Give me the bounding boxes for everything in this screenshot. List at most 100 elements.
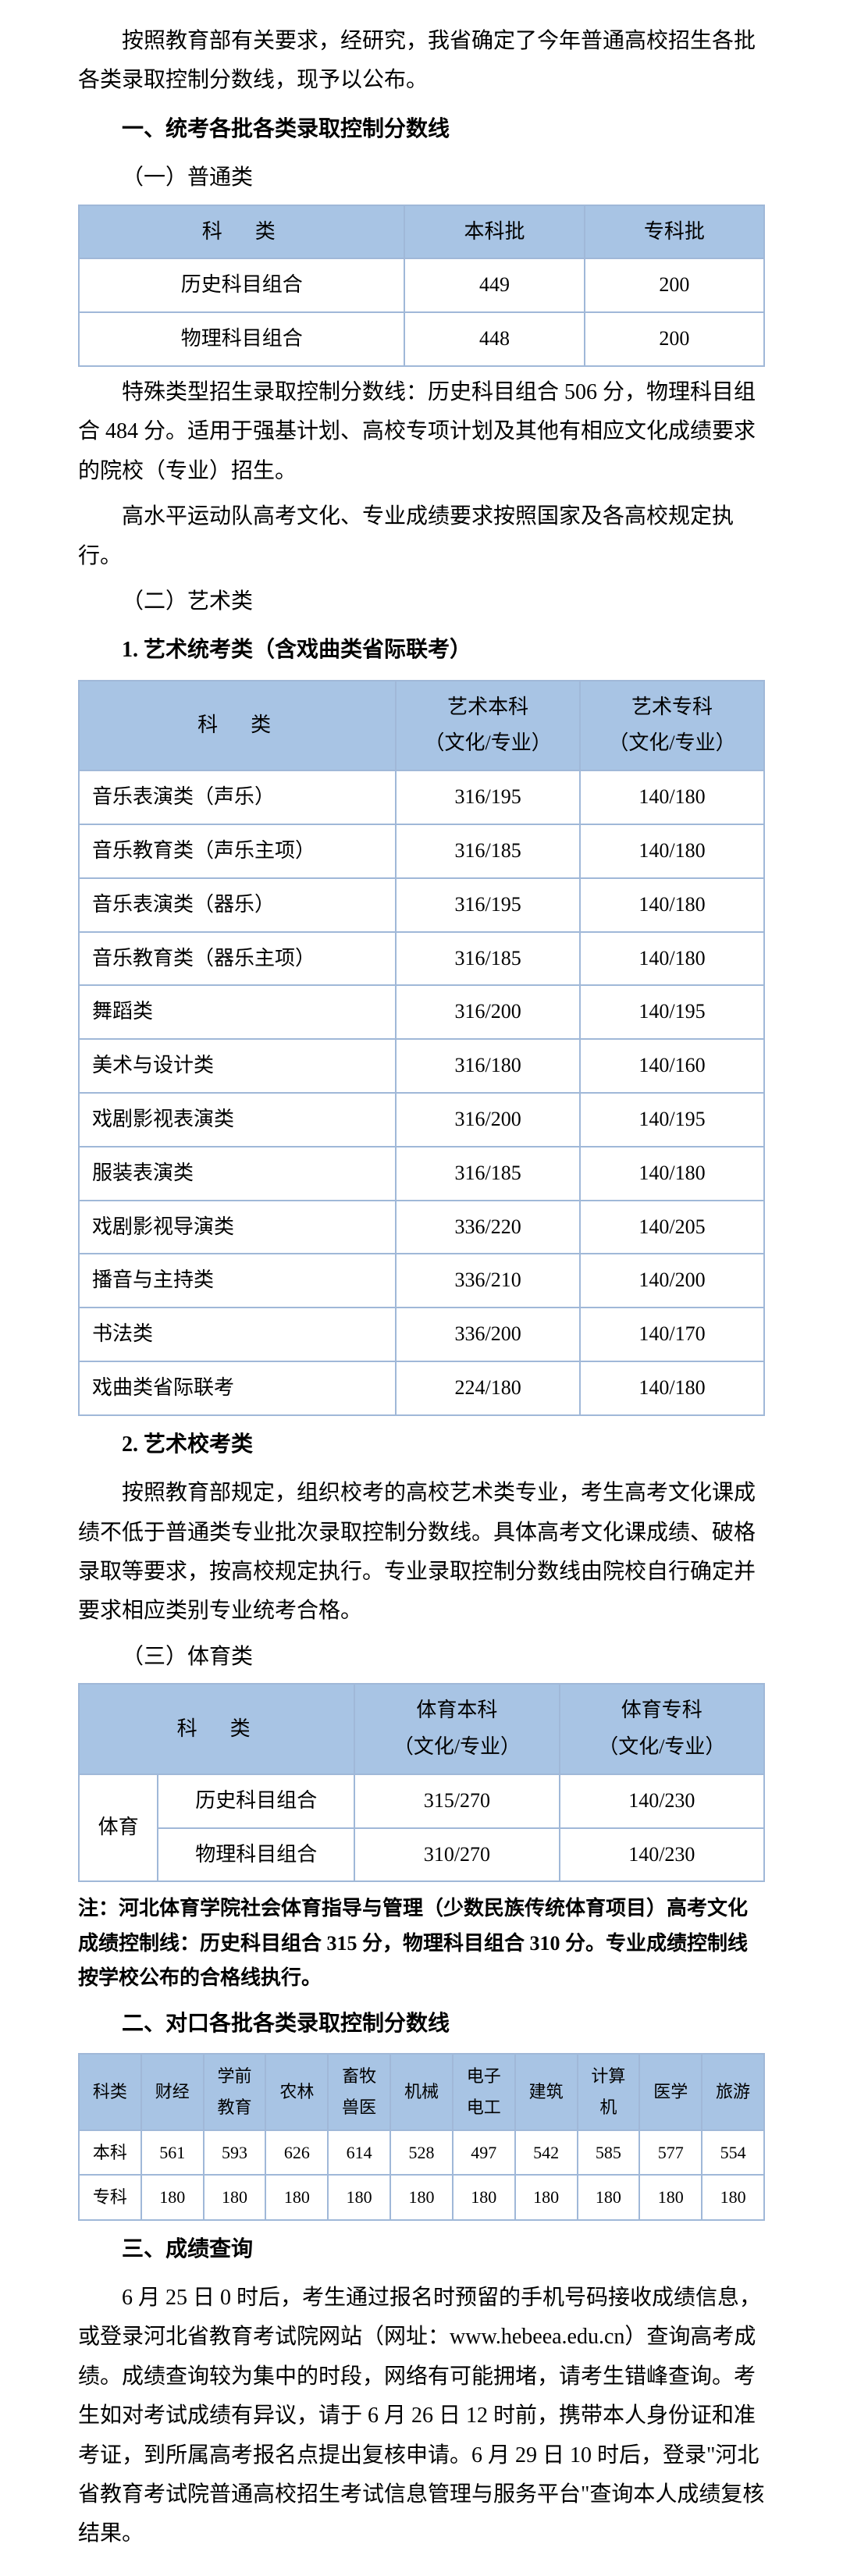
table-art: 科 类艺术本科（文化/专业）艺术专科（文化/专业）音乐表演类（声乐）316/19… <box>78 680 765 1416</box>
cell: 戏剧影视导演类 <box>79 1201 396 1254</box>
t4h: 农林 <box>265 2054 328 2129</box>
cell: 体育 <box>79 1774 158 1882</box>
table-general: 科 类本科批专科批 历史科目组合449200 物理科目组合448200 <box>78 205 765 367</box>
p1-1: 特殊类型招生录取控制分数线：历史科目组合 506 分，物理科目组合 484 分。… <box>78 373 765 491</box>
cell: 戏曲类省际联考 <box>79 1361 396 1415</box>
cell: 书法类 <box>79 1308 396 1361</box>
intro-text: 按照教育部有关要求，经研究，我省确定了今年普通高校招生各批各类录取控制分数线，现… <box>78 22 765 101</box>
t1h2: 专科批 <box>585 205 764 259</box>
section-1-2-1: 1. 艺术统考类（含戏曲类省际联考） <box>78 631 765 670</box>
cell: 497 <box>453 2130 515 2176</box>
t4h: 机械 <box>390 2054 453 2129</box>
t4h: 财经 <box>141 2054 204 2129</box>
cell: 180 <box>639 2175 702 2220</box>
cell: 140/180 <box>580 932 764 986</box>
t3h2: 体育专科（文化/专业） <box>560 1684 764 1774</box>
section-1-1: （一）普通类 <box>78 158 765 197</box>
cell: 200 <box>585 258 764 312</box>
p1-2: 高水平运动队高考文化、专业成绩要求按照国家及各高校规定执行。 <box>78 497 765 576</box>
t3h0: 科 类 <box>79 1684 354 1774</box>
t2h1: 艺术本科（文化/专业） <box>396 681 580 771</box>
cell: 服装表演类 <box>79 1147 396 1201</box>
t4h: 计算机 <box>578 2054 640 2129</box>
cell: 316/180 <box>396 1039 580 1093</box>
cell: 180 <box>702 2175 764 2220</box>
t1h1: 本科批 <box>404 205 584 259</box>
cell: 180 <box>141 2175 204 2220</box>
t4h: 畜牧兽医 <box>328 2054 390 2129</box>
cell: 音乐表演类（器乐） <box>79 878 396 932</box>
section-3-heading: 三、成绩查询 <box>78 2230 765 2269</box>
cell: 140/195 <box>580 985 764 1039</box>
section-1-heading: 一、统考各批各类录取控制分数线 <box>78 110 765 149</box>
cell: 316/200 <box>396 985 580 1039</box>
cell: 物理科目组合 <box>158 1828 354 1882</box>
cell: 614 <box>328 2130 390 2176</box>
cell: 140/180 <box>580 878 764 932</box>
cell: 音乐表演类（声乐） <box>79 770 396 824</box>
cell: 336/200 <box>396 1308 580 1361</box>
cell: 140/200 <box>580 1254 764 1308</box>
cell: 140/230 <box>560 1828 764 1882</box>
cell: 577 <box>639 2130 702 2176</box>
cell: 200 <box>585 312 764 366</box>
cell: 历史科目组合 <box>79 258 404 312</box>
t4h: 医学 <box>639 2054 702 2129</box>
cell: 316/185 <box>396 824 580 878</box>
cell: 戏剧影视表演类 <box>79 1093 396 1147</box>
cell: 626 <box>265 2130 328 2176</box>
cell: 449 <box>404 258 584 312</box>
cell: 316/195 <box>396 770 580 824</box>
p3: 6 月 25 日 0 时后，考生通过报名时预留的手机号码接收成绩信息，或登录河北… <box>78 2279 765 2554</box>
cell: 180 <box>578 2175 640 2220</box>
cell: 140/205 <box>580 1201 764 1254</box>
cell: 336/210 <box>396 1254 580 1308</box>
cell: 140/195 <box>580 1093 764 1147</box>
cell: 140/160 <box>580 1039 764 1093</box>
sports-note: 注：河北体育学院社会体育指导与管理（少数民族传统体育项目）高考文化成绩控制线：历… <box>78 1891 765 1995</box>
table-sports: 科 类体育本科（文化/专业）体育专科（文化/专业） 体育历史科目组合315/27… <box>78 1683 765 1882</box>
cell: 播音与主持类 <box>79 1254 396 1308</box>
t3h1: 体育本科（文化/专业） <box>354 1684 559 1774</box>
cell: 物理科目组合 <box>79 312 404 366</box>
cell: 310/270 <box>354 1828 559 1882</box>
cell: 180 <box>515 2175 578 2220</box>
t4h: 科类 <box>79 2054 141 2129</box>
cell: 历史科目组合 <box>158 1774 354 1828</box>
t4h: 学前教育 <box>204 2054 266 2129</box>
cell: 180 <box>453 2175 515 2220</box>
cell: 593 <box>204 2130 266 2176</box>
section-2-heading: 二、对口各批各类录取控制分数线 <box>78 2005 765 2044</box>
cell: 本科 <box>79 2130 141 2176</box>
cell: 336/220 <box>396 1201 580 1254</box>
cell: 140/180 <box>580 770 764 824</box>
cell: 554 <box>702 2130 764 2176</box>
cell: 561 <box>141 2130 204 2176</box>
cell: 180 <box>265 2175 328 2220</box>
cell: 舞蹈类 <box>79 985 396 1039</box>
section-1-2-2: 2. 艺术校考类 <box>78 1425 765 1464</box>
cell: 585 <box>578 2130 640 2176</box>
cell: 140/180 <box>580 1361 764 1415</box>
cell: 专科 <box>79 2175 141 2220</box>
cell: 315/270 <box>354 1774 559 1828</box>
cell: 140/230 <box>560 1774 764 1828</box>
table-duikou: 科类财经学前教育农林畜牧兽医机械电子电工建筑计算机医学旅游本科561593626… <box>78 2053 765 2220</box>
cell: 140/180 <box>580 1147 764 1201</box>
p2-1: 按照教育部规定，组织校考的高校艺术类专业，考生高考文化课成绩不低于普通类专业批次… <box>78 1474 765 1631</box>
cell: 528 <box>390 2130 453 2176</box>
t4h: 旅游 <box>702 2054 764 2129</box>
cell: 542 <box>515 2130 578 2176</box>
cell: 224/180 <box>396 1361 580 1415</box>
cell: 180 <box>204 2175 266 2220</box>
t4h: 建筑 <box>515 2054 578 2129</box>
cell: 音乐教育类（声乐主项） <box>79 824 396 878</box>
cell: 140/180 <box>580 824 764 878</box>
section-1-2: （二）艺术类 <box>78 582 765 621</box>
cell: 180 <box>328 2175 390 2220</box>
cell: 180 <box>390 2175 453 2220</box>
cell: 美术与设计类 <box>79 1039 396 1093</box>
t2h2: 艺术专科（文化/专业） <box>580 681 764 771</box>
t1h0: 科 类 <box>79 205 404 259</box>
cell: 316/195 <box>396 878 580 932</box>
